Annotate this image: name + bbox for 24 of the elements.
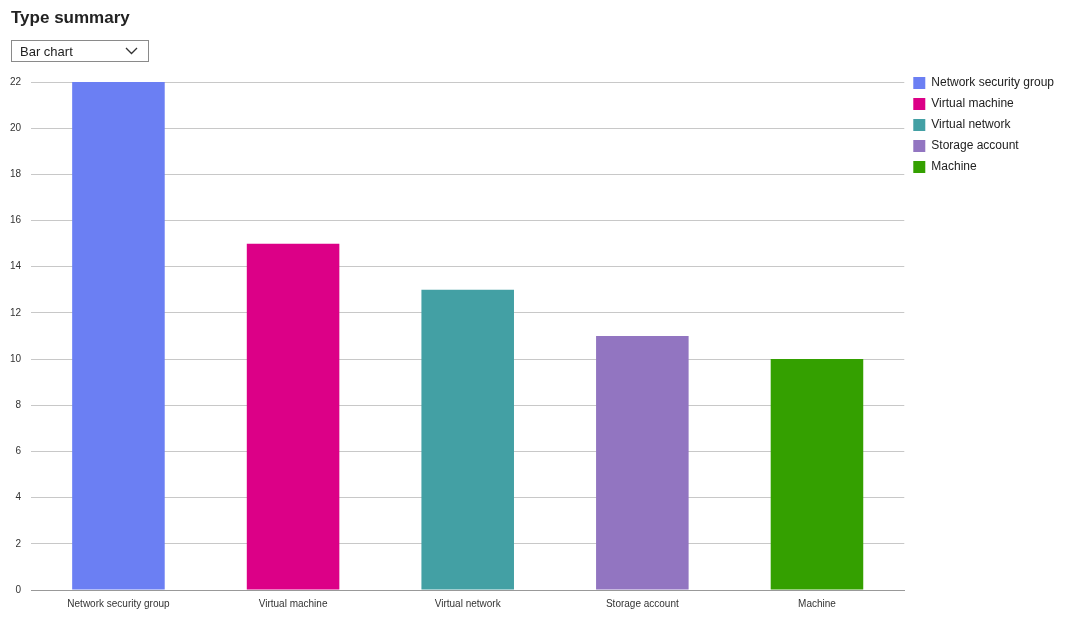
text: Bar chart (20, 44, 73, 59)
y-tick-label: 8 (15, 399, 22, 411)
legend-label: Storage account (931, 138, 1020, 153)
x-tick-label: Virtual machine (258, 597, 328, 609)
x-tick-label: Machine (798, 597, 837, 609)
y-tick-label: 22 (10, 75, 22, 87)
y-tick-label: 14 (10, 260, 22, 272)
legend-label: Machine (931, 159, 977, 174)
y-tick-label: 10 (10, 352, 22, 364)
y-tick-label: 0 (15, 583, 22, 595)
y-tick-label: 18 (10, 168, 22, 180)
x-tick-label: Network security group (67, 597, 171, 609)
legend-label: Network security group (931, 75, 1055, 90)
legend-label: Virtual network (931, 117, 1012, 132)
x-tick-label: Storage account (605, 597, 679, 609)
y-tick-label: 20 (10, 121, 22, 133)
y-tick-label: 4 (15, 491, 22, 503)
legend-label: Virtual machine (931, 96, 1015, 111)
y-tick-label: 12 (10, 306, 22, 318)
y-tick-label: 6 (15, 445, 22, 457)
y-tick-label: 16 (10, 214, 22, 226)
chart-title: Type summary (11, 8, 130, 28)
x-tick-label: Virtual network (434, 597, 502, 609)
y-tick-label: 2 (15, 537, 22, 549)
